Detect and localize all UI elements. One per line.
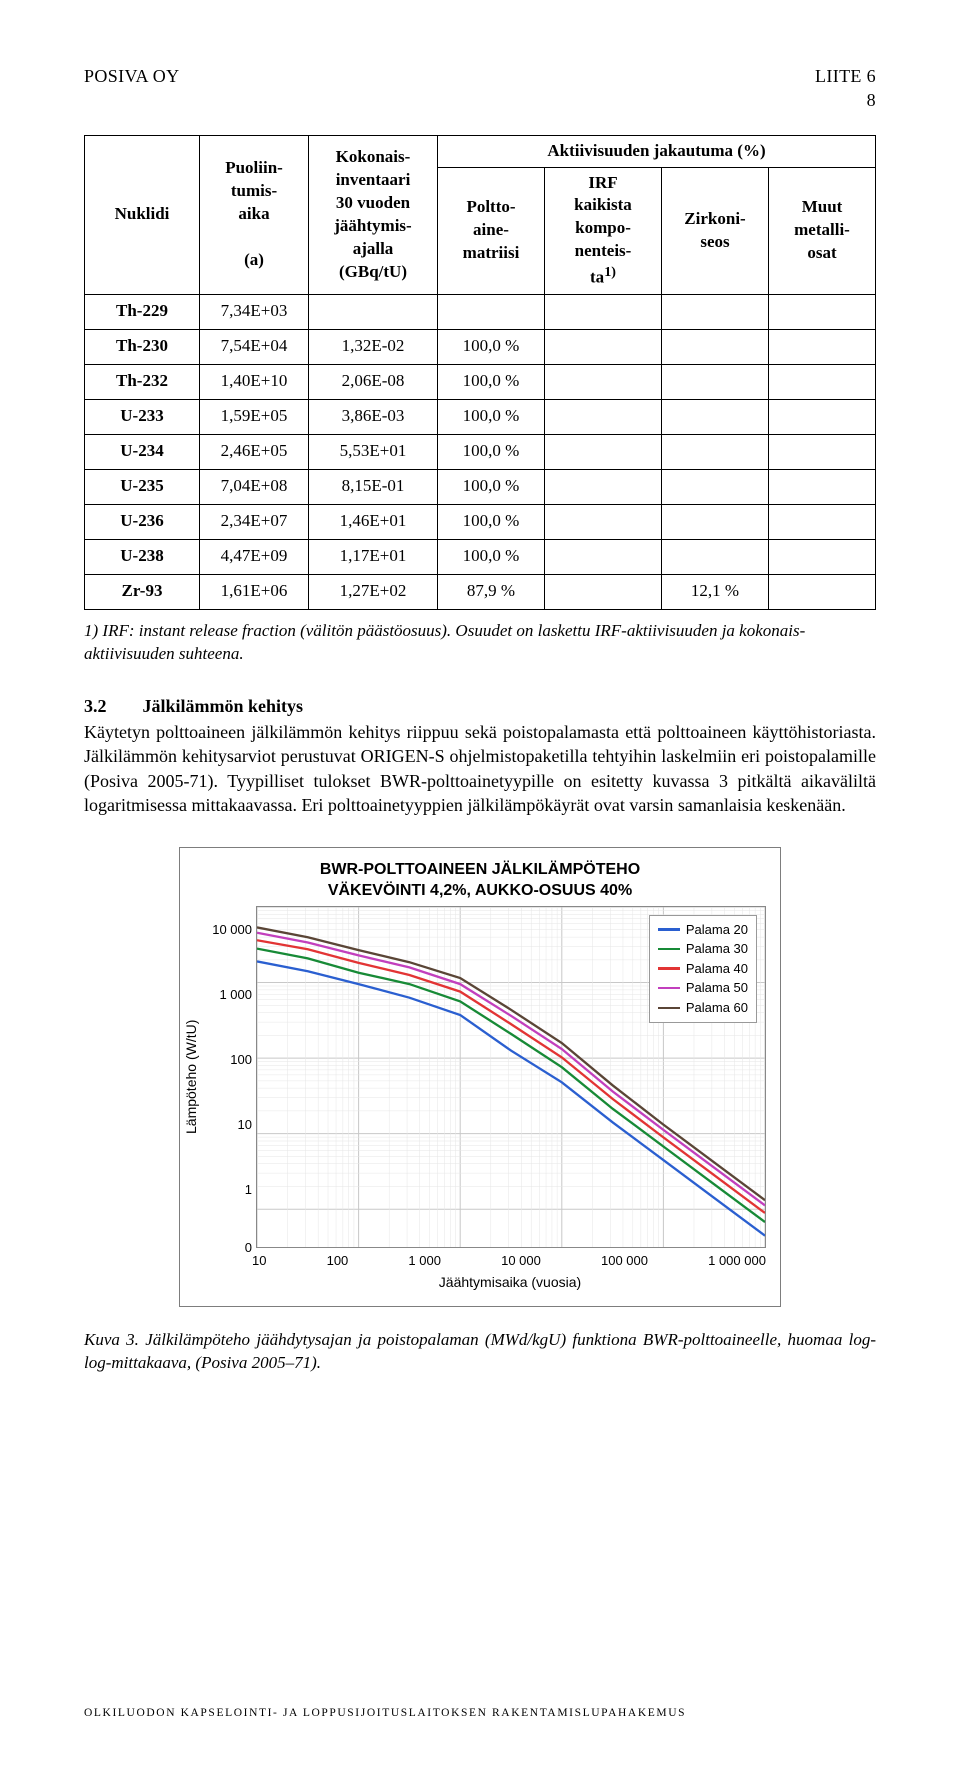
chart-title-1: BWR-POLTTOAINEEN JÄLKILÄMPÖTEHO — [190, 860, 770, 881]
col-zirkoni: Zirkoni- seos — [662, 167, 769, 294]
table-row: Zr-931,61E+061,27E+0287,9 %12,1 % — [85, 574, 876, 609]
col-irf: IRF kaikista kompo- nenteis- ta1) — [545, 167, 662, 294]
chart-legend: Palama 20Palama 30Palama 40Palama 50Pala… — [649, 915, 757, 1023]
body-paragraph: Käytetyn polttoaineen jälkilämmön kehity… — [84, 720, 876, 817]
table-row: U-2362,34E+071,46E+01100,0 % — [85, 504, 876, 539]
section-heading: 3.2Jälkilämmön kehitys — [84, 694, 876, 718]
table-row: U-2357,04E+088,15E-01100,0 % — [85, 469, 876, 504]
page-footer: OLKILUODON KAPSELOINTI- JA LOPPUSIJOITUS… — [84, 1706, 686, 1722]
col-activity-group: Aktiivisuuden jakautuma (%) — [438, 135, 876, 167]
table-row: Th-2297,34E+03 — [85, 294, 876, 329]
header-right-sub: 8 — [815, 88, 876, 112]
nuclide-table: Nuklidi Puoliin- tumis- aika (a) Kokonai… — [84, 135, 876, 610]
chart-title-2: VÄKEVÖINTI 4,2%, AUKKO-OSUUS 40% — [190, 881, 770, 902]
decay-heat-chart: BWR-POLTTOAINEEN JÄLKILÄMPÖTEHO VÄKEVÖIN… — [179, 847, 781, 1307]
chart-ylabel: Lämpöteho (W/tU) — [180, 906, 206, 1248]
chart-xticks: 101001 00010 000100 0001 000 000 — [252, 1252, 766, 1270]
table-row: U-2384,47E+091,17E+01100,0 % — [85, 539, 876, 574]
col-muut: Muut metalli- osat — [769, 167, 876, 294]
chart-yticks: 01101001 00010 000 — [206, 906, 256, 1248]
chart-xlabel: Jäähtymisaika (vuosia) — [240, 1273, 780, 1292]
table-row: Th-2321,40E+102,06E-08100,0 % — [85, 364, 876, 399]
table-footnote: 1) IRF: instant release fraction (välitö… — [84, 620, 876, 666]
chart-plot: Palama 20Palama 30Palama 40Palama 50Pala… — [256, 906, 766, 1248]
table-row: U-2331,59E+053,86E-03100,0 % — [85, 399, 876, 434]
col-halflife: Puoliin- tumis- aika (a) — [200, 135, 309, 294]
col-matrix: Poltto- aine- matriisi — [438, 167, 545, 294]
header-right-top: LIITE 6 — [815, 66, 876, 86]
table-row: U-2342,46E+055,53E+01100,0 % — [85, 434, 876, 469]
table-row: Th-2307,54E+041,32E-02100,0 % — [85, 329, 876, 364]
running-head: POSIVA OY LIITE 6 8 — [84, 64, 876, 113]
col-nuklidi: Nuklidi — [85, 135, 200, 294]
col-inventory: Kokonais- inventaari 30 vuoden jäähtymis… — [309, 135, 438, 294]
header-left: POSIVA OY — [84, 64, 179, 113]
figure-caption: Kuva 3. Jälkilämpöteho jäähdytysajan ja … — [84, 1329, 876, 1375]
